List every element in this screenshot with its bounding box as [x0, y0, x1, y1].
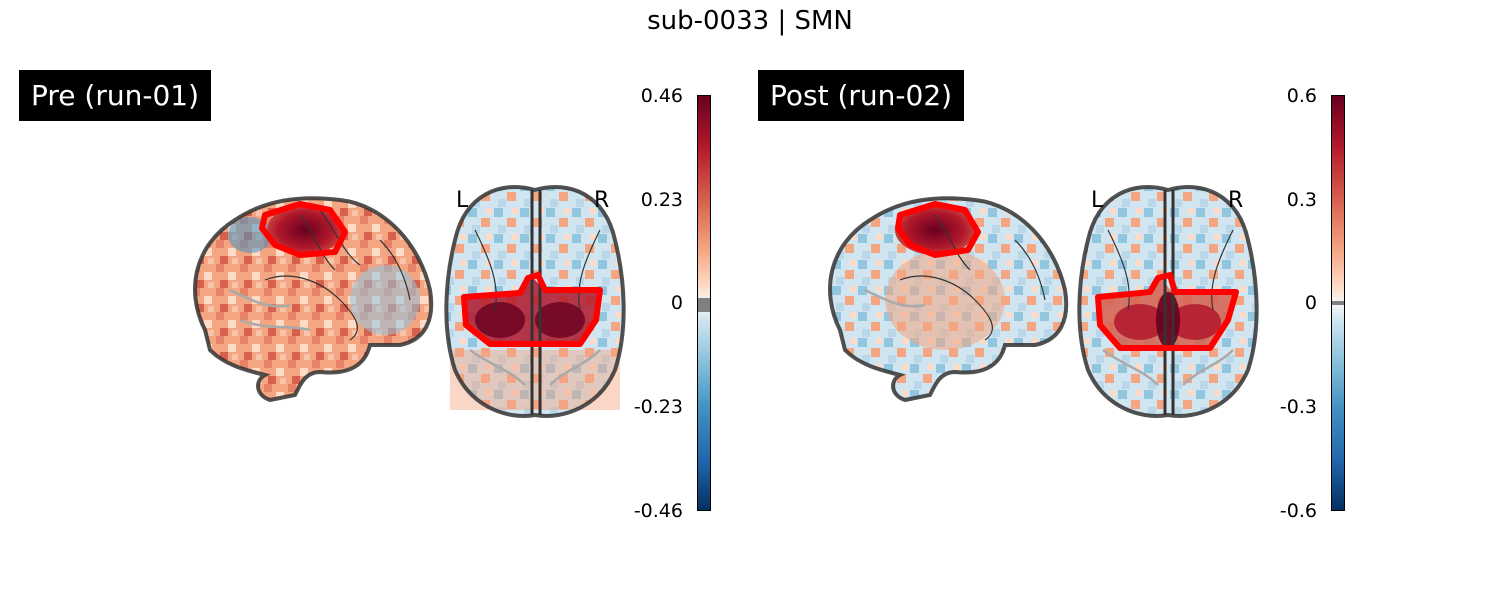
- sagittal-view-pre: [193, 196, 434, 403]
- axial-view-pre: [444, 185, 626, 418]
- colorbar-pre: [697, 95, 711, 511]
- panel-label-post: Post (run-02): [758, 70, 965, 121]
- colorbar-threshold-mark-pre: [698, 298, 710, 312]
- colorbar-tick-pre: 0: [670, 292, 683, 314]
- colorbar-tick-pre: -0.46: [633, 500, 683, 522]
- hemisphere-left-label-post: L: [1091, 188, 1104, 213]
- axial-view-post: [1077, 185, 1259, 418]
- colorbar-post: [1331, 95, 1345, 511]
- colorbar-tick-pre: 0.46: [640, 85, 683, 107]
- figure-title: sub-0033 | SMN: [647, 6, 853, 36]
- sagittal-view-post: [828, 196, 1069, 403]
- colorbar-threshold-mark-post: [1332, 301, 1344, 305]
- colorbar-tick-post: 0.6: [1286, 85, 1317, 107]
- hemisphere-left-label-pre: L: [456, 188, 469, 213]
- colorbar-tick-post: 0: [1304, 292, 1317, 314]
- colorbar-tick-post: 0.3: [1286, 189, 1317, 211]
- hemisphere-right-label-pre: R: [594, 188, 610, 213]
- hemisphere-right-label-post: R: [1228, 188, 1244, 213]
- colorbar-tick-pre: -0.23: [633, 396, 683, 418]
- colorbar-tick-pre: 0.23: [640, 189, 683, 211]
- colorbar-tick-post: -0.3: [1279, 396, 1317, 418]
- colorbar-tick-post: -0.6: [1279, 500, 1317, 522]
- panel-label-pre: Pre (run-01): [19, 70, 211, 121]
